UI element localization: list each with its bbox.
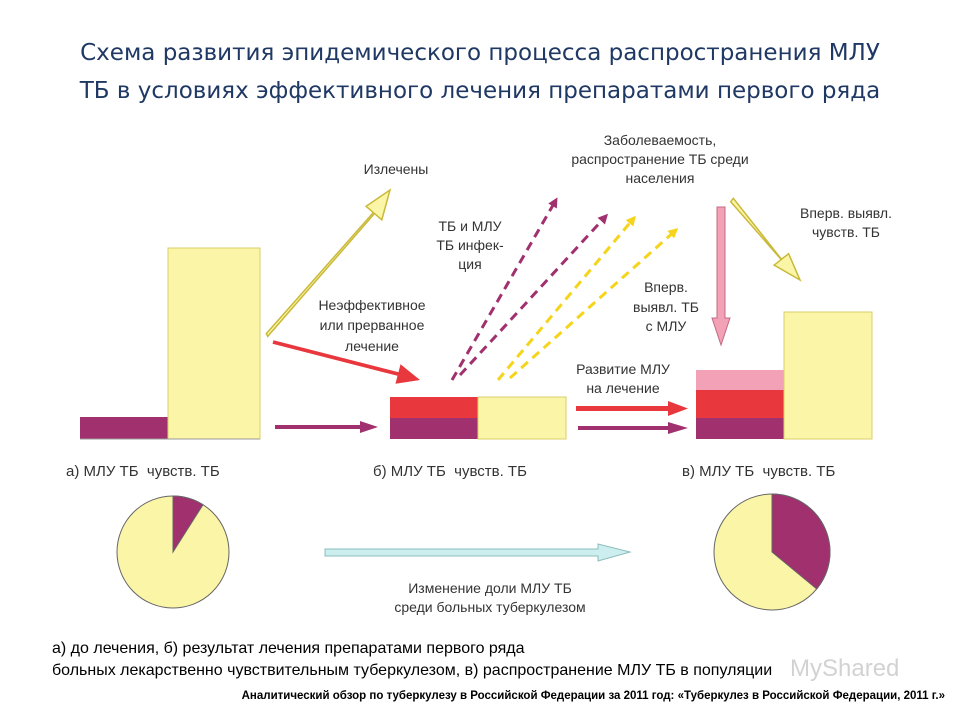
new-mdr-arrow — [711, 206, 731, 347]
label-infection-2: ТБ инфек- — [436, 237, 504, 253]
infection-arrow-purple-2 — [458, 213, 609, 377]
arrow-b-to-c-red — [576, 401, 688, 416]
pie-c — [713, 493, 831, 611]
label-ineffective-2: или прерванное — [320, 317, 425, 333]
label-new-sens-1: Вперв. выявл. — [800, 205, 892, 221]
label-new-mdr-3: с МЛУ — [646, 318, 687, 334]
title-line-2: ТБ в условиях эффективного лечения препа… — [79, 78, 881, 104]
bar-a-mdr — [80, 417, 168, 439]
label-mdr-dev-2: на лечение — [586, 380, 660, 396]
caption-line-1: а) до лечения, б) результат лечения преп… — [52, 640, 525, 657]
label-new-sens-2: чувств. ТБ — [812, 224, 880, 240]
infection-arrow-yellow-2 — [509, 228, 679, 380]
label-infection-1: ТБ и МЛУ — [438, 218, 501, 234]
label-infection-3: ция — [458, 256, 481, 272]
bar-b-red — [390, 397, 478, 418]
bar-a-sensitive — [167, 247, 261, 440]
label-new-mdr-1: Вперв. — [644, 279, 688, 295]
caption: а) до лечения, б) результат лечения преп… — [52, 638, 932, 682]
epidemic-diagram: Излечены Неэффективное или прерванное ле… — [66, 132, 892, 615]
arrow-a-to-b — [275, 421, 378, 433]
bar-c-pink — [696, 370, 784, 390]
bar-c-sensitive — [783, 311, 873, 440]
pie-a — [116, 495, 230, 609]
bar-b-mdr — [390, 418, 478, 439]
pie-c-mdr-slice — [771, 493, 831, 590]
slide-title: Схема развития эпидемического процесса р… — [40, 34, 920, 110]
new-sens-arrow — [729, 197, 802, 282]
label-incidence-3: населения — [626, 170, 695, 186]
source-citation: Аналитический обзор по туберкулезу в Рос… — [241, 690, 945, 702]
infection-arrow-yellow-1 — [496, 215, 636, 381]
label-share-2: среди больных туберкулезом — [394, 599, 585, 615]
caption-line-2: больных лекарственно чувствительным тубе… — [52, 662, 773, 679]
label-ineffective-3: лечение — [345, 338, 399, 354]
bar-b-sensitive — [477, 396, 567, 440]
share-change-arrow — [324, 543, 632, 562]
label-incidence-1: Заболеваемость, — [604, 132, 717, 148]
label-incidence-2: распространение ТБ среди — [571, 151, 748, 167]
label-ineffective-1: Неэффективное — [318, 297, 425, 313]
label-new-mdr-2: выявл. ТБ — [633, 299, 699, 315]
infection-arrow-purple-1 — [450, 197, 558, 381]
arrow-b-to-c-purple — [578, 422, 688, 434]
watermark: MyShared — [790, 655, 900, 682]
label-share-1: Изменение доли МЛУ ТБ — [408, 580, 572, 596]
label-mdr-dev-1: Развитие МЛУ — [576, 361, 670, 377]
ineffective-arrow — [272, 340, 420, 384]
panel-label-c: в) МЛУ ТБ чувств. ТБ — [682, 463, 835, 480]
bar-c-mdr — [696, 418, 784, 439]
label-cured: Излечены — [364, 161, 429, 177]
bar-c-red — [696, 390, 784, 418]
pie-a-mdr-slice — [172, 495, 204, 554]
cured-arrow — [265, 188, 392, 338]
panel-label-b: б) МЛУ ТБ чувств. ТБ — [373, 463, 527, 480]
title-line-1: Схема развития эпидемического процесса р… — [80, 40, 880, 66]
panel-label-a: а) МЛУ ТБ чувств. ТБ — [66, 463, 220, 480]
